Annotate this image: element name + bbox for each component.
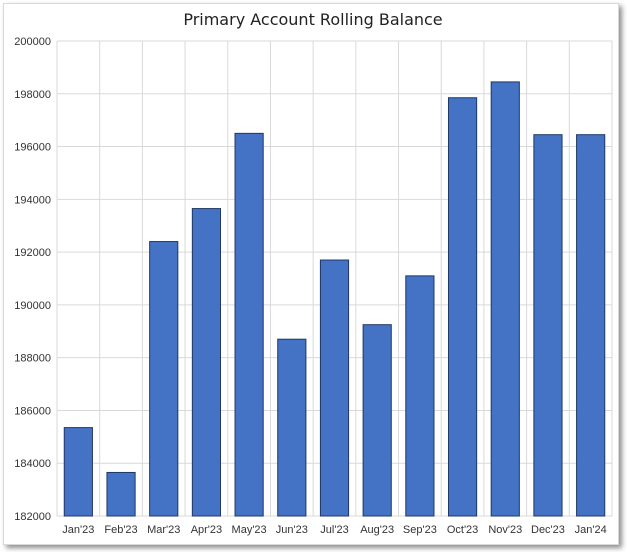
x-tick-label: Dec'23: [531, 524, 565, 536]
chart-title: Primary Account Rolling Balance: [183, 10, 442, 29]
x-tick-label: Aug'23: [360, 524, 394, 536]
x-tick-label: Mar'23: [147, 524, 180, 536]
bars: [63, 81, 606, 517]
bar: [319, 259, 350, 517]
bar: [576, 134, 606, 517]
y-tick-label: 188000: [14, 353, 51, 365]
x-tick-label: Feb'23: [104, 524, 137, 536]
x-tick-label: Jul'23: [320, 524, 348, 536]
x-tick-label: Nov'23: [488, 524, 522, 536]
y-tick-label: 184000: [14, 458, 51, 470]
bar: [191, 208, 222, 517]
bar: [405, 275, 435, 517]
bar: [277, 338, 307, 517]
x-tick-label: May'23: [232, 524, 267, 536]
x-tick-label: Sep'23: [403, 524, 437, 536]
y-tick-label: 200000: [14, 36, 51, 48]
bar: [447, 97, 478, 517]
y-tick-label: 182000: [14, 511, 51, 523]
x-tick-label: Jun'23: [276, 524, 308, 536]
bar: [106, 471, 136, 517]
bar: [234, 132, 264, 517]
bar: [533, 134, 563, 517]
x-tick-label: Oct'23: [447, 524, 478, 536]
x-tick-label: Jan'23: [62, 524, 94, 536]
y-tick-label: 190000: [14, 300, 51, 312]
y-tick-label: 186000: [14, 405, 51, 417]
y-tick-label: 198000: [14, 89, 51, 101]
bar: [490, 81, 520, 517]
x-tick-label: Jan'24: [575, 524, 607, 536]
y-tick-label: 196000: [14, 142, 51, 154]
y-tick-label: 194000: [14, 194, 51, 206]
y-tick-label: 192000: [14, 247, 51, 259]
bar: [63, 427, 93, 517]
bar: [362, 324, 392, 517]
x-tick-label: Apr'23: [191, 524, 222, 536]
y-axis: 182000 184000 186000 188000 190000 192000 1940…: [14, 36, 51, 523]
x-axis: Jan'23 Feb'23 Mar'23 Apr'23 May'23 Jun'23 Jul'…: [62, 524, 606, 536]
bar: [149, 241, 179, 517]
